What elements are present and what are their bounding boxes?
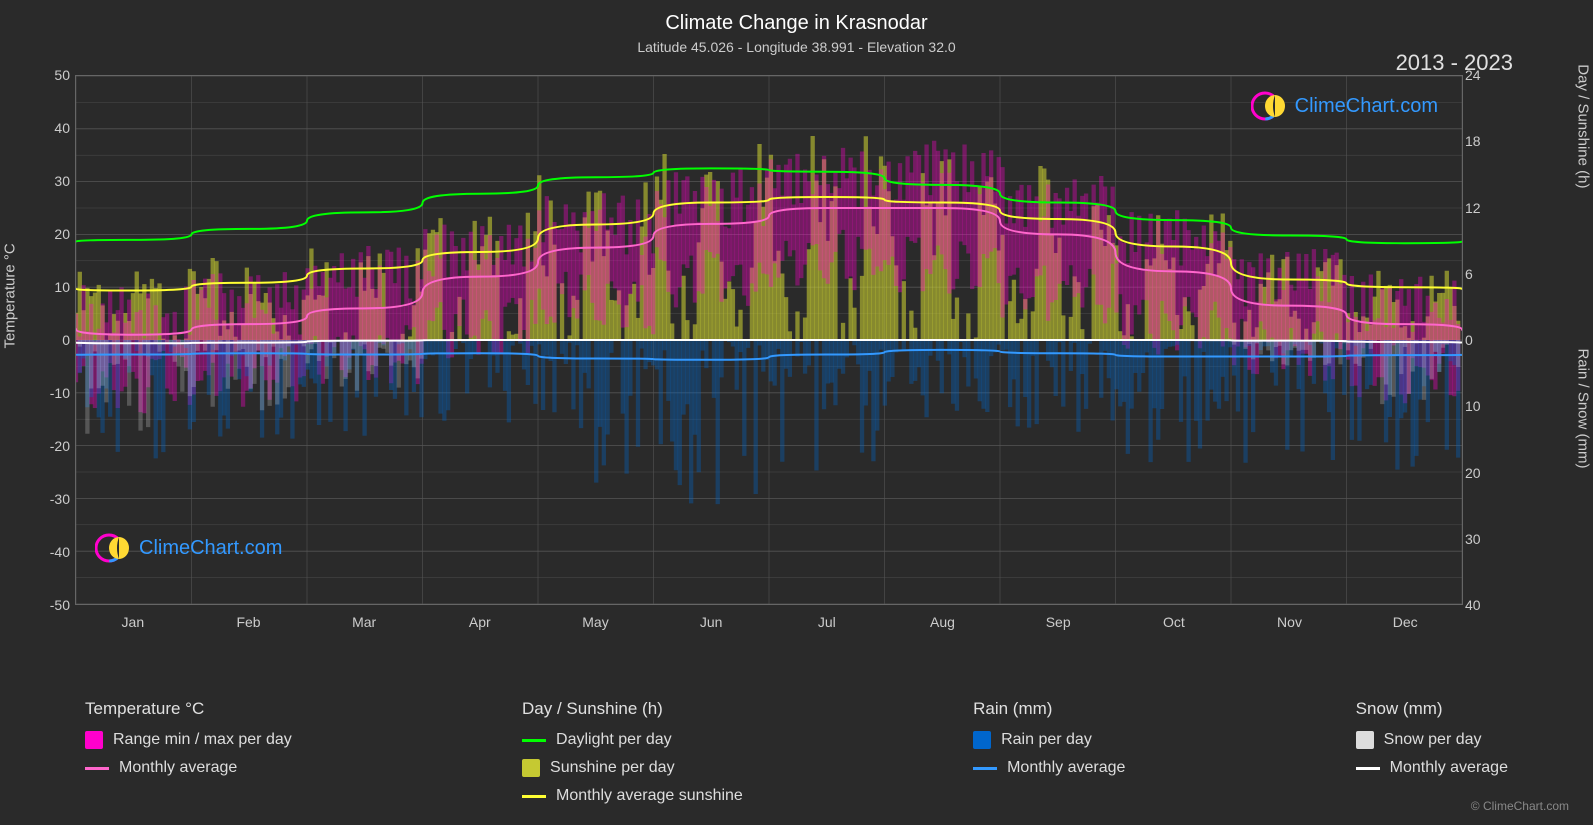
legend-item: Range min / max per day (85, 731, 292, 749)
legend-heading: Rain (mm) (973, 699, 1125, 719)
y-tick-left: 50 (40, 67, 70, 83)
y-tick-right: 12 (1465, 200, 1493, 216)
legend-item-label: Sunshine per day (550, 759, 675, 777)
legend-swatch-icon (1356, 731, 1374, 749)
x-tick-month: Sep (1046, 614, 1071, 630)
legend-group: Rain (mm) Rain per day Monthly average (973, 699, 1125, 805)
x-tick-month: Feb (236, 614, 260, 630)
x-tick-month: Oct (1163, 614, 1185, 630)
year-range-label: 2013 - 2023 (1396, 50, 1513, 76)
legend-item-label: Monthly average (1390, 759, 1508, 777)
legend-item-label: Monthly average (119, 759, 237, 777)
legend-group: Day / Sunshine (h) Daylight per day Sunshi… (522, 699, 743, 805)
chart-title: Climate Change in Krasnodar (0, 0, 1593, 35)
x-tick-month: Aug (930, 614, 955, 630)
y-tick-left: 0 (40, 332, 70, 348)
watermark-text: ClimeChart.com (139, 537, 282, 560)
legend-item: Monthly average sunshine (522, 787, 743, 805)
legend-item: Rain per day (973, 731, 1125, 749)
plot-area (75, 75, 1463, 605)
watermark-text: ClimeChart.com (1295, 95, 1438, 118)
legend-heading: Snow (mm) (1356, 699, 1508, 719)
legend-item-label: Monthly average (1007, 759, 1125, 777)
climate-chart: Climate Change in Krasnodar Latitude 45.… (0, 0, 1593, 825)
legend-item-label: Monthly average sunshine (556, 787, 743, 805)
legend-swatch-icon (973, 731, 991, 749)
x-tick-month: Nov (1277, 614, 1302, 630)
y-tick-right: 18 (1465, 133, 1493, 149)
y-axis-right-top-label: Day / Sunshine (h) (1575, 64, 1592, 188)
watermark-bottom: ClimeChart.com (95, 530, 282, 566)
legend-item: Snow per day (1356, 731, 1508, 749)
legend-item: Daylight per day (522, 731, 743, 749)
logo-icon (95, 530, 131, 566)
legend-line-icon (85, 767, 109, 770)
x-tick-month: Mar (352, 614, 376, 630)
y-tick-right: 20 (1465, 465, 1493, 481)
watermark-top: ClimeChart.com (1251, 88, 1438, 124)
legend-item-label: Rain per day (1001, 731, 1092, 749)
legend-item-label: Daylight per day (556, 731, 672, 749)
legend-swatch-icon (85, 731, 103, 749)
legend-item-label: Range min / max per day (113, 731, 292, 749)
x-tick-month: Apr (469, 614, 491, 630)
x-tick-month: Jan (122, 614, 145, 630)
legend-group: Temperature °C Range min / max per day Mon… (85, 699, 292, 805)
legend-swatch-icon (522, 759, 540, 777)
y-tick-right: 24 (1465, 67, 1493, 83)
legend-item: Monthly average (973, 759, 1125, 777)
y-axis-left-label: Temperature °C (2, 243, 19, 348)
x-tick-month: Jun (700, 614, 723, 630)
y-tick-left: -10 (40, 385, 70, 401)
legend-line-icon (1356, 767, 1380, 770)
chart-subtitle: Latitude 45.026 - Longitude 38.991 - Ele… (0, 39, 1593, 55)
y-tick-left: -30 (40, 491, 70, 507)
legend-heading: Day / Sunshine (h) (522, 699, 743, 719)
y-tick-right: 40 (1465, 597, 1493, 613)
legend-item: Monthly average (85, 759, 292, 777)
legend-heading: Temperature °C (85, 699, 292, 719)
y-tick-left: 30 (40, 173, 70, 189)
legend-item-label: Snow per day (1384, 731, 1482, 749)
legend: Temperature °C Range min / max per day Mon… (85, 699, 1508, 805)
y-tick-left: -40 (40, 544, 70, 560)
x-tick-month: Jul (818, 614, 836, 630)
y-tick-left: 40 (40, 120, 70, 136)
legend-item: Monthly average (1356, 759, 1508, 777)
legend-line-icon (522, 795, 546, 798)
legend-group: Snow (mm) Snow per day Monthly average (1356, 699, 1508, 805)
y-tick-left: 10 (40, 279, 70, 295)
y-tick-right: 6 (1465, 266, 1493, 282)
legend-item: Sunshine per day (522, 759, 743, 777)
y-tick-right: 10 (1465, 398, 1493, 414)
y-tick-left: -20 (40, 438, 70, 454)
legend-line-icon (522, 739, 546, 742)
y-tick-left: 20 (40, 226, 70, 242)
x-tick-month: May (582, 614, 608, 630)
y-tick-right: 0 (1465, 332, 1493, 348)
y-tick-right: 30 (1465, 531, 1493, 547)
copyright-label: © ClimeChart.com (1471, 799, 1569, 813)
y-axis-right-bottom-label: Rain / Snow (mm) (1575, 348, 1592, 468)
y-tick-left: -50 (40, 597, 70, 613)
x-tick-month: Dec (1393, 614, 1418, 630)
logo-icon (1251, 88, 1287, 124)
legend-line-icon (973, 767, 997, 770)
